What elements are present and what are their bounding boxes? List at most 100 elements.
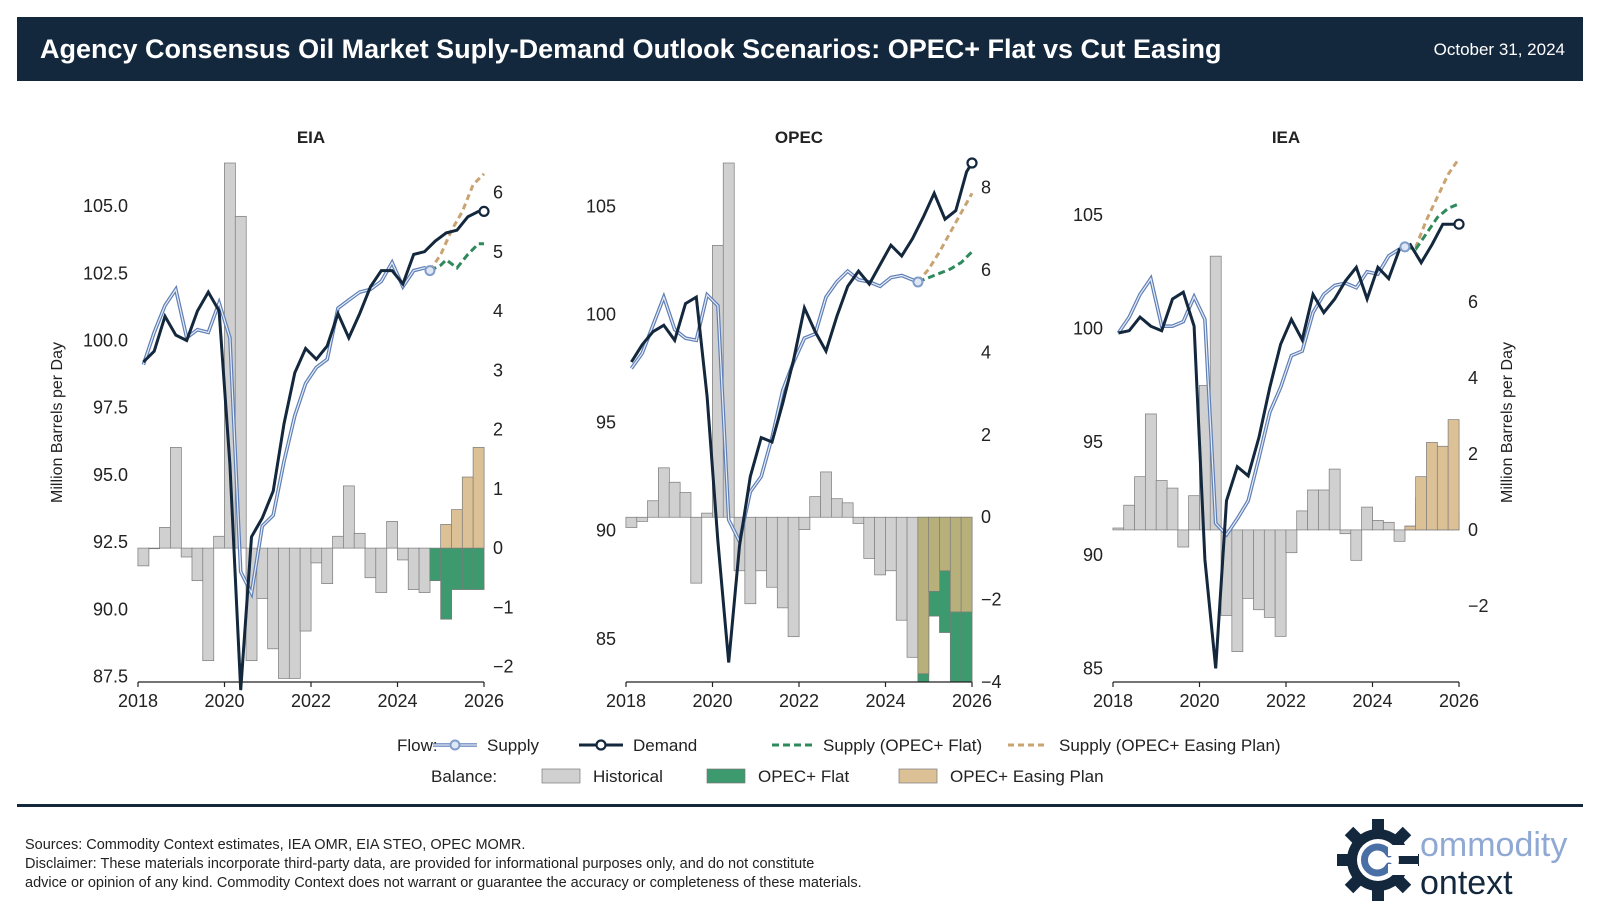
bar-historical bbox=[1209, 255, 1222, 531]
demand-end-marker bbox=[478, 205, 490, 218]
header-bar: Agency Consensus Oil Market Suply-Demand… bbox=[17, 17, 1583, 81]
bar-historical bbox=[798, 516, 811, 530]
bar-opec-easing bbox=[1447, 419, 1460, 531]
bar-opec-easing bbox=[1436, 445, 1449, 531]
legend-opec-easing-label: OPEC+ Easing Plan bbox=[950, 767, 1104, 786]
bar-historical bbox=[1393, 529, 1406, 542]
bar-historical bbox=[906, 516, 919, 658]
bar-historical bbox=[267, 547, 280, 650]
y-axis-label-left: Million Barrels per Day bbox=[49, 342, 66, 503]
bar-historical bbox=[895, 516, 908, 621]
x-tick-label: 2024 bbox=[377, 691, 417, 711]
bar-historical bbox=[1166, 487, 1179, 531]
bar-historical bbox=[332, 535, 344, 549]
x-tick-label: 2020 bbox=[204, 691, 244, 711]
right-tick-label: −4 bbox=[981, 672, 1002, 692]
bar-historical bbox=[820, 471, 832, 518]
x-tick-label: 2024 bbox=[865, 691, 905, 711]
left-tick-label: 102.5 bbox=[83, 263, 128, 283]
bar-historical bbox=[657, 467, 670, 518]
bar-historical bbox=[701, 512, 713, 518]
legend-balance-label: Balance: bbox=[431, 767, 497, 786]
bar-opec-easing bbox=[1404, 525, 1417, 531]
bar-historical bbox=[1144, 413, 1157, 531]
bar-historical bbox=[364, 547, 377, 579]
legend-supply-flat-label: Supply (OPEC+ Flat) bbox=[823, 736, 982, 755]
supply-end-marker bbox=[912, 276, 924, 288]
line-demand bbox=[142, 209, 484, 691]
footer-sources: Sources: Commodity Context estimates, IE… bbox=[25, 837, 526, 853]
logo-text-bottom: ontext bbox=[1420, 864, 1513, 902]
x-tick-label: 2018 bbox=[1093, 691, 1133, 711]
bar-opec-easing bbox=[949, 516, 962, 613]
left-tick-label: 105 bbox=[586, 196, 616, 216]
bar-historical bbox=[874, 516, 886, 576]
bar-historical bbox=[418, 547, 431, 593]
right-tick-label: 2 bbox=[493, 420, 503, 440]
line-supply-easing bbox=[428, 172, 486, 272]
y-axis-label-right: Million Barrels per Day bbox=[1499, 342, 1516, 503]
bar-opec-easing bbox=[1415, 476, 1428, 531]
panel-title-iea: IEA bbox=[1272, 128, 1300, 147]
bar-historical bbox=[690, 516, 703, 584]
left-tick-label: 97.5 bbox=[93, 398, 128, 418]
bar-opec-easing bbox=[939, 516, 951, 572]
bar-historical bbox=[202, 547, 215, 662]
right-tick-label: −2 bbox=[981, 590, 1002, 610]
bar-historical bbox=[299, 547, 312, 632]
bar-historical bbox=[353, 532, 366, 549]
bar-historical bbox=[191, 547, 204, 582]
bar-historical bbox=[386, 521, 398, 549]
legend-supply-label: Supply bbox=[487, 736, 539, 755]
line-supply-flat bbox=[429, 242, 484, 272]
right-tick-label: 5 bbox=[493, 242, 503, 262]
right-tick-label: −2 bbox=[493, 657, 514, 677]
legend-demand-marker bbox=[595, 739, 607, 751]
bar-historical bbox=[668, 481, 681, 518]
right-tick-label: 2 bbox=[981, 425, 991, 445]
bar-opec-easing bbox=[461, 476, 474, 549]
left-tick-label: 95 bbox=[596, 413, 616, 433]
bar-historical bbox=[278, 547, 290, 679]
bar-historical bbox=[809, 496, 822, 518]
bar-opec-flat bbox=[461, 547, 474, 590]
x-tick-label: 2018 bbox=[606, 691, 646, 711]
supply-end-marker bbox=[424, 265, 436, 277]
bar-historical bbox=[1361, 506, 1373, 531]
bar-opec-easing bbox=[960, 516, 973, 613]
bar-historical bbox=[647, 500, 659, 518]
bar-historical bbox=[1372, 520, 1384, 531]
right-tick-label: 0 bbox=[493, 538, 503, 558]
bar-historical bbox=[1307, 489, 1319, 531]
bar-historical bbox=[1177, 529, 1190, 548]
right-tick-label: 1 bbox=[493, 479, 503, 499]
bar-historical bbox=[1231, 529, 1244, 652]
legend-historical-swatch bbox=[541, 768, 581, 784]
x-tick-label: 2018 bbox=[118, 691, 158, 711]
legend-opec-flat-swatch bbox=[706, 768, 746, 784]
bar-historical bbox=[1263, 529, 1276, 618]
supply-end-marker bbox=[1399, 241, 1411, 253]
line-supply-easing bbox=[1404, 157, 1461, 249]
right-tick-label: 4 bbox=[981, 342, 991, 362]
bar-historical bbox=[159, 527, 171, 549]
bar-historical bbox=[397, 547, 409, 561]
left-tick-label: 100.0 bbox=[83, 330, 128, 350]
left-tick-label: 92.5 bbox=[93, 532, 128, 552]
bar-opec-flat bbox=[472, 547, 485, 590]
bar-historical bbox=[1155, 480, 1168, 531]
bar-opec-easing bbox=[472, 447, 485, 549]
bar-historical bbox=[1123, 504, 1136, 531]
footer-notes: Sources: Commodity Context estimates, IE… bbox=[25, 836, 862, 893]
bar-historical bbox=[1242, 529, 1255, 599]
bar-historical bbox=[1382, 521, 1395, 531]
x-tick-label: 2026 bbox=[952, 691, 992, 711]
bar-opec-easing bbox=[1426, 442, 1438, 531]
left-tick-label: 85 bbox=[596, 629, 616, 649]
footer-disclaimer-line-1: Disclaimer: These materials incorporate … bbox=[25, 856, 815, 872]
right-tick-label: 2 bbox=[1468, 444, 1478, 464]
bar-historical bbox=[213, 535, 225, 549]
legend-supply-marker bbox=[449, 739, 461, 751]
bar-historical bbox=[766, 516, 778, 588]
